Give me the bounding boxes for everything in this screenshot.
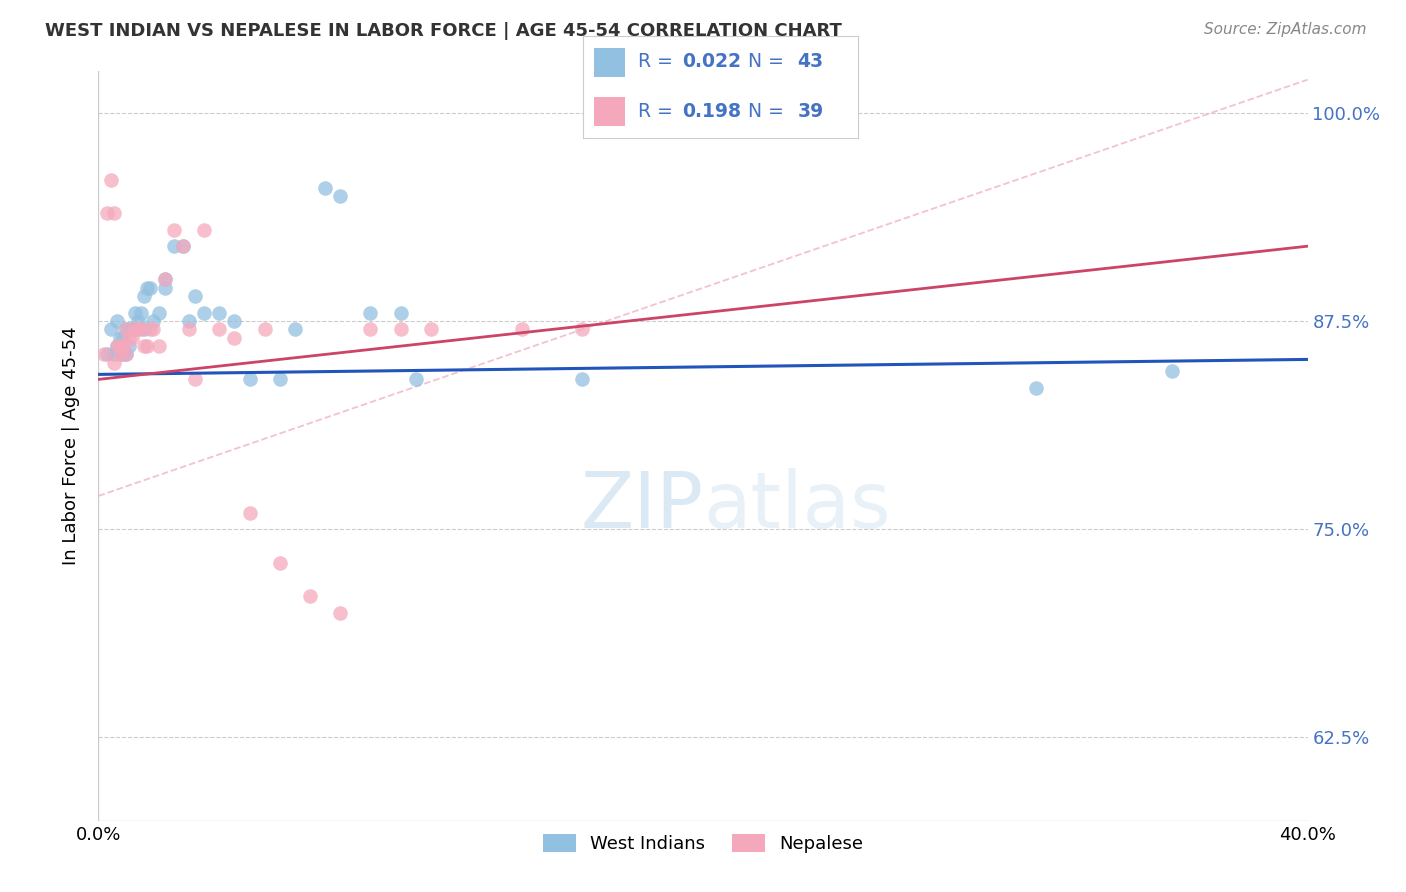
Point [142, 314, 165, 328]
Point [108, 331, 131, 345]
Y-axis label: In Labor Force | Age 45-54: In Labor Force | Age 45-54 [62, 326, 80, 566]
Point [299, 589, 322, 603]
Point [103, 206, 125, 220]
Point [103, 347, 125, 361]
Point [184, 289, 207, 303]
Point [571, 322, 593, 336]
Point [135, 339, 157, 353]
Point [108, 339, 131, 353]
Point [224, 331, 246, 345]
Text: 43: 43 [797, 53, 824, 71]
Point [184, 372, 207, 386]
Point [239, 506, 262, 520]
Point [208, 322, 231, 336]
Point [124, 306, 146, 320]
Point [118, 339, 141, 353]
Point [360, 322, 382, 336]
Text: N =: N = [748, 102, 790, 120]
Text: 39: 39 [797, 102, 824, 120]
Point [269, 372, 291, 386]
Point [179, 322, 201, 336]
Point [114, 322, 136, 336]
Point [153, 272, 176, 286]
Point [148, 306, 170, 320]
Point [127, 322, 149, 336]
Point [389, 322, 412, 336]
Point [193, 222, 215, 236]
Point [329, 606, 352, 620]
Point [1160, 364, 1182, 378]
Point [163, 239, 186, 253]
Point [93, 347, 115, 361]
Point [420, 322, 443, 336]
Point [118, 331, 141, 345]
Point [239, 372, 262, 386]
Point [193, 306, 215, 320]
Legend: West Indians, Nepalese: West Indians, Nepalese [536, 827, 870, 860]
Point [329, 189, 352, 203]
Point [96, 347, 118, 361]
Point [135, 281, 157, 295]
Text: R =: R = [638, 53, 679, 71]
Point [118, 322, 141, 336]
Point [132, 289, 155, 303]
Point [100, 172, 122, 186]
FancyBboxPatch shape [595, 48, 624, 77]
Point [114, 347, 136, 361]
Point [121, 331, 143, 345]
Point [121, 322, 143, 336]
Point [172, 239, 194, 253]
Point [405, 372, 427, 386]
Point [224, 314, 246, 328]
Point [111, 339, 134, 353]
Point [163, 222, 186, 236]
Point [1024, 381, 1046, 395]
Text: atlas: atlas [703, 468, 890, 544]
Point [314, 181, 336, 195]
Point [114, 322, 136, 336]
Point [139, 322, 162, 336]
Point [153, 272, 176, 286]
Point [253, 322, 276, 336]
Text: 0.198: 0.198 [682, 102, 741, 120]
Point [100, 322, 122, 336]
Text: WEST INDIAN VS NEPALESE IN LABOR FORCE | AGE 45-54 CORRELATION CHART: WEST INDIAN VS NEPALESE IN LABOR FORCE |… [45, 22, 842, 40]
Text: 0.022: 0.022 [682, 53, 741, 71]
Point [127, 314, 149, 328]
Point [132, 339, 155, 353]
Point [571, 372, 593, 386]
Text: Source: ZipAtlas.com: Source: ZipAtlas.com [1204, 22, 1367, 37]
Point [108, 347, 131, 361]
Point [129, 322, 152, 336]
Point [172, 239, 194, 253]
Point [114, 347, 136, 361]
Point [96, 206, 118, 220]
Point [179, 314, 201, 328]
FancyBboxPatch shape [595, 97, 624, 126]
Point [111, 331, 134, 345]
Point [153, 281, 176, 295]
Point [269, 556, 291, 570]
Point [124, 322, 146, 336]
Text: ZIP: ZIP [581, 468, 703, 544]
Point [148, 339, 170, 353]
Point [208, 306, 231, 320]
Point [510, 322, 533, 336]
Point [142, 322, 165, 336]
Point [360, 306, 382, 320]
Text: R =: R = [638, 102, 679, 120]
Point [132, 322, 155, 336]
Point [105, 339, 128, 353]
Point [105, 314, 128, 328]
Point [139, 281, 162, 295]
Point [105, 339, 128, 353]
Point [284, 322, 307, 336]
Point [389, 306, 412, 320]
Text: N =: N = [748, 53, 790, 71]
Point [111, 347, 134, 361]
Point [103, 356, 125, 370]
Point [129, 306, 152, 320]
Point [108, 347, 131, 361]
